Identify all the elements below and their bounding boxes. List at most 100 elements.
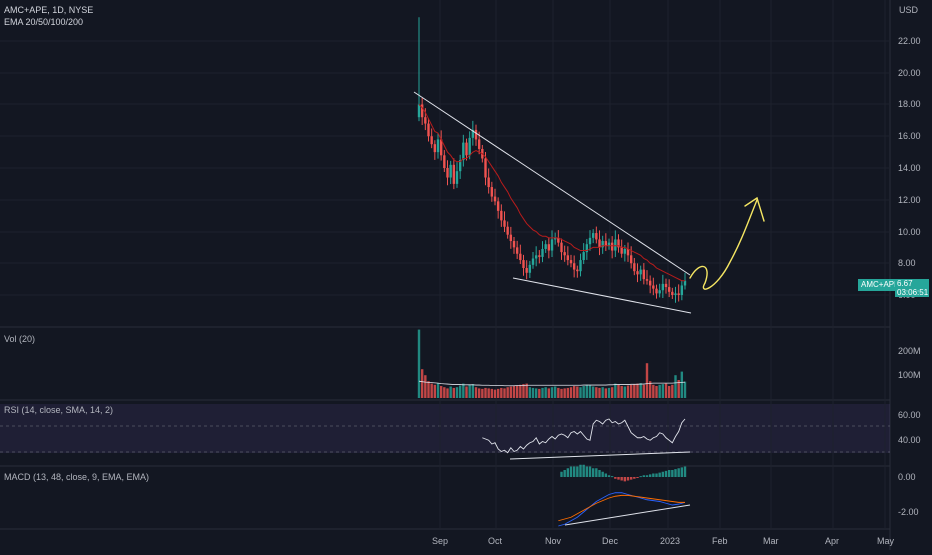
candle: [515, 240, 519, 259]
volume-bar: [639, 383, 642, 398]
volume-bar: [446, 388, 449, 398]
candle: [449, 160, 452, 185]
volume-bar: [430, 383, 433, 398]
time-tick: Mar: [763, 536, 779, 546]
volume-bar: [436, 383, 440, 398]
candle: [509, 226, 513, 249]
candle: [639, 265, 642, 281]
macd-histogram-bar: [579, 464, 582, 477]
candle: [462, 134, 465, 167]
time-tick: Nov: [545, 536, 562, 546]
macd-histogram-bar: [655, 473, 658, 477]
candle: [439, 130, 443, 161]
volume-bar: [424, 375, 427, 398]
ema-group: [418, 104, 685, 282]
volume-bar: [522, 384, 525, 398]
volume-bar: [465, 386, 468, 398]
volume-bar: [604, 388, 608, 398]
candle: [572, 255, 576, 278]
macd-histogram-bar: [667, 470, 671, 477]
candle: [474, 124, 478, 146]
candle: [446, 160, 449, 186]
macd-pane-title[interactable]: MACD (13, 48, close, 9, EMA, EMA): [4, 472, 150, 482]
macd-histogram-bar: [648, 474, 652, 477]
candle: [563, 245, 566, 262]
candle: [576, 265, 579, 278]
rsi-line: [482, 418, 686, 454]
rsi-pane-title[interactable]: RSI (14, close, SMA, 14, 2): [4, 405, 114, 415]
macd-histogram-bar: [671, 470, 674, 477]
volume-bar: [671, 384, 674, 398]
volume-bar: [481, 388, 484, 398]
time-tick: Apr: [825, 536, 840, 546]
signal-line: [558, 494, 685, 522]
candle: [493, 188, 497, 206]
candle: [544, 240, 547, 253]
volume-bar: [588, 385, 592, 398]
candle: [652, 277, 655, 296]
volume-bar: [490, 388, 494, 398]
time-tick: Sep: [432, 536, 449, 546]
volume-bar: [417, 329, 421, 398]
macd-group: [558, 464, 687, 527]
candle: [436, 132, 440, 159]
volume-bar: [531, 387, 535, 398]
volume-bar: [553, 386, 557, 398]
macd-tick-neg2: -2.00: [898, 507, 919, 517]
volume-group: [417, 329, 687, 398]
volume-bar: [471, 384, 475, 398]
volume-bar: [677, 380, 680, 398]
candle: [629, 246, 633, 269]
candle: [645, 270, 649, 285]
volume-bar: [674, 375, 677, 398]
volume-bar: [534, 388, 538, 398]
candle: [503, 211, 506, 232]
volume-pane-title[interactable]: Vol (20): [4, 334, 36, 344]
volume-bar: [496, 388, 500, 398]
volume-bar: [566, 387, 570, 398]
candle: [604, 233, 608, 252]
volume-bar: [645, 363, 649, 398]
volume-bar: [550, 387, 554, 398]
last-price: 6.67: [897, 279, 913, 288]
time-tick: 2023: [660, 536, 681, 546]
candle: [664, 278, 668, 294]
indicator-label[interactable]: EMA 20/50/100/200: [4, 17, 84, 27]
macd-histogram-bar: [629, 477, 633, 480]
macd-histogram-bar: [598, 470, 601, 477]
volume-bar: [680, 371, 684, 398]
volume-bar: [509, 386, 513, 398]
volume-bar: [683, 381, 687, 398]
volume-bar: [667, 386, 671, 398]
candle: [671, 287, 674, 299]
volume-bar: [582, 386, 585, 398]
macd-histogram-bar: [566, 468, 570, 477]
macd-histogram-bar: [595, 468, 598, 477]
volume-bar: [620, 386, 623, 398]
upper-trendline: [413, 91, 691, 276]
volume-bar: [664, 383, 668, 398]
candle: [455, 162, 459, 188]
candle: [452, 158, 456, 190]
candle: [601, 235, 604, 254]
volume-bar: [633, 384, 636, 398]
macd-histogram-bar: [652, 473, 655, 477]
macd-histogram-bar: [626, 477, 630, 481]
volume-bar: [601, 387, 604, 398]
macd-histogram-bar: [642, 475, 646, 477]
macd-histogram-bar: [658, 472, 661, 477]
price-tick: 16.00: [898, 131, 921, 141]
volume-bar: [560, 388, 563, 398]
candle: [519, 244, 522, 265]
volume-bar: [658, 384, 661, 398]
macd-histogram-bar: [585, 466, 589, 477]
chart-title: AMC+APE, 1D, NYSE: [4, 5, 94, 15]
volume-bar: [585, 384, 589, 398]
macd-histogram-bar: [620, 477, 623, 481]
candle: [522, 254, 525, 276]
macd-histogram-bar: [645, 475, 649, 477]
volume-bar: [655, 386, 658, 398]
candles-group: [417, 17, 687, 303]
